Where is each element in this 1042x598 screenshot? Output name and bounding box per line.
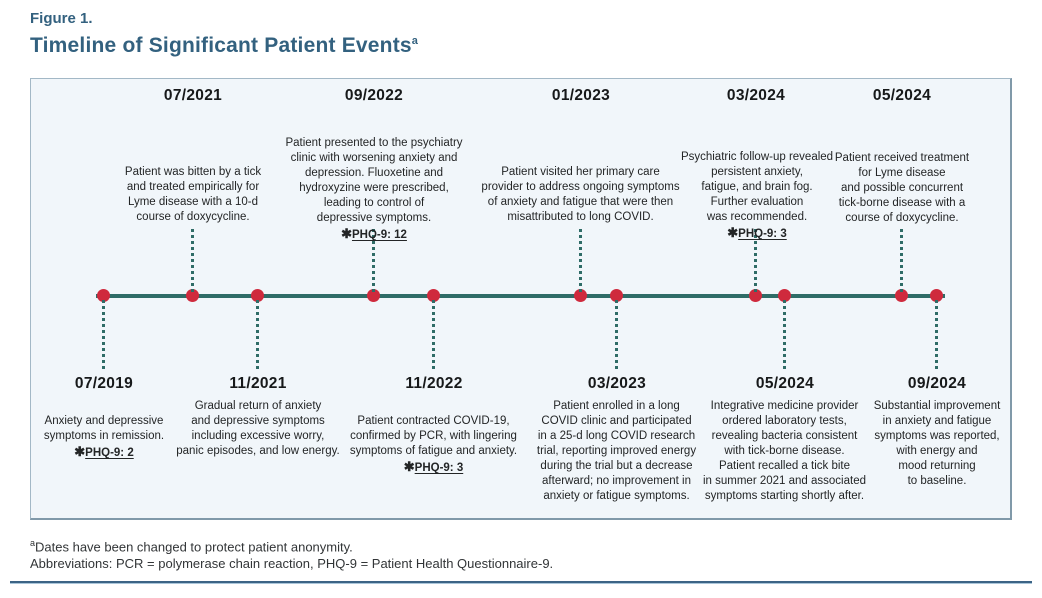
timeline-axis-line [96,294,945,298]
figure-title-superscript: a [411,35,419,47]
event-date: 03/2024 [726,87,786,104]
connector-dotted-line [783,300,786,370]
figure-title: Timeline of Significant Patient Eventsa [30,34,418,58]
event-description: Patient presented to the psychiatry clin… [264,121,484,258]
asterisk-icon: ✱ [403,459,415,474]
event-date: 05/2024 [872,87,932,104]
asterisk-icon: ✱ [74,444,86,459]
event-description: Patient received treatment for Lyme dise… [834,152,970,224]
timeline-dot [610,289,623,302]
connector-dotted-line [935,300,938,370]
connector-dotted-line [372,229,375,294]
event-date: 11/2022 [405,375,463,392]
event-description: Patient enrolled in a long COVID clinic … [536,400,697,502]
timeline-dot [930,289,943,302]
connector-dotted-line [615,300,618,370]
event-description: Gradual return of anxiety and depressive… [176,400,340,457]
event-date: 09/2022 [344,87,404,104]
phq-score: ✱PHQ-9: 12 [341,226,407,241]
event-date: 01/2023 [551,87,611,104]
event-description: Patient visited her primary care provide… [481,166,680,223]
event-description: Patient was bitten by a tick and treated… [124,166,262,223]
event-description-text: Patient contracted COVID-19, confirmed b… [349,415,518,457]
footnote-text: Dates have been changed to protect patie… [35,539,353,555]
timeline-dot [749,289,762,302]
event-date: 11/2021 [229,375,287,392]
event-description-text: Anxiety and depressive symptoms in remis… [43,415,165,442]
event-date: 07/2019 [74,375,134,392]
footnote-anonymity: aDates have been changed to protect pati… [30,538,353,554]
timeline-panel: 07/2021 09/2022 01/2023 03/2024 05/2024 … [30,78,1012,520]
bottom-divider [10,581,1032,584]
connector-dotted-line [102,300,105,370]
timeline-dot [186,289,199,302]
connector-dotted-line [256,300,259,370]
event-date: 05/2024 [755,375,815,392]
event-date: 09/2024 [907,375,967,392]
footnote-abbreviations: Abbreviations: PCR = polymerase chain re… [30,556,554,571]
event-description: Psychiatric follow-up revealed persisten… [667,135,847,257]
timeline-dot [574,289,587,302]
phq-score: ✱PHQ-9: 3 [727,225,787,240]
event-date: 07/2021 [163,87,223,104]
event-description: Substantial improvement in anxiety and f… [873,400,1001,487]
timeline-dot [778,289,791,302]
footnote-superscript: a [30,538,36,548]
timeline-dot [97,289,110,302]
connector-dotted-line [754,229,757,294]
timeline-dot [367,289,380,302]
event-description: Anxiety and depressive symptoms in remis… [29,399,179,476]
event-date: 03/2023 [587,375,647,392]
timeline-dot [251,289,264,302]
event-description: Integrative medicine provider ordered la… [702,400,866,502]
figure-label: Figure 1. [30,10,93,27]
asterisk-icon: ✱ [727,225,739,240]
timeline-dot [427,289,440,302]
phq-score: ✱PHQ-9: 3 [403,459,464,474]
timeline-dot [895,289,908,302]
connector-dotted-line [579,229,582,294]
event-description-text: Patient presented to the psychiatry clin… [285,137,463,224]
phq-score: ✱PHQ-9: 2 [74,444,134,459]
connector-dotted-line [191,229,194,294]
figure-title-text: Timeline of Significant Patient Events [30,34,412,57]
event-description-text: Psychiatric follow-up revealed persisten… [680,151,834,223]
connector-dotted-line [432,300,435,370]
event-description: Patient contracted COVID-19, confirmed b… [336,399,531,491]
asterisk-icon: ✱ [341,226,352,241]
connector-dotted-line [900,229,903,294]
